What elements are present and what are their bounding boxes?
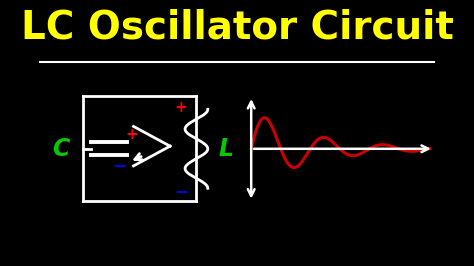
Text: C: C	[52, 137, 69, 161]
Text: −: −	[174, 182, 188, 200]
Text: +: +	[125, 127, 138, 142]
Text: −: −	[112, 156, 126, 174]
Text: LC Oscillator Circuit: LC Oscillator Circuit	[20, 9, 454, 47]
Text: L: L	[219, 137, 234, 161]
Text: +: +	[174, 101, 187, 115]
